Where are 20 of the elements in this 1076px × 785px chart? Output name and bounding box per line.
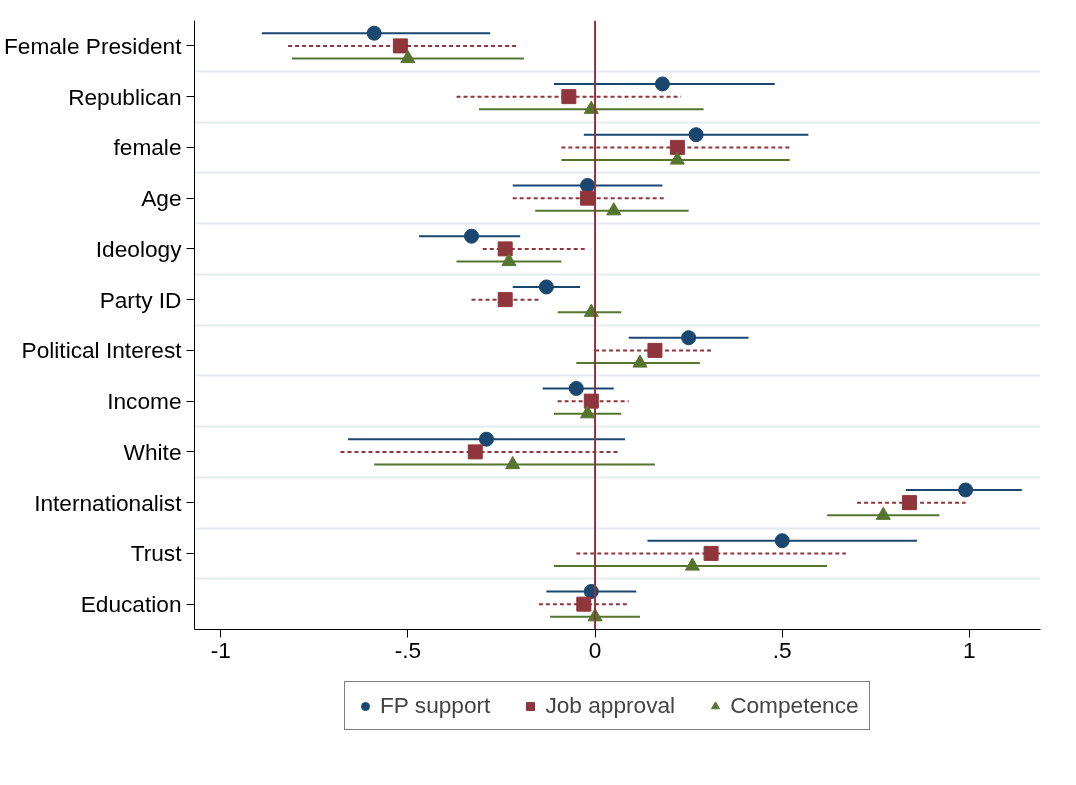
legend-label: Job approval (545, 692, 676, 719)
y-tick-label: Trust (130, 540, 183, 567)
y-tick-label: Political Interest (21, 337, 183, 364)
y-tick-label: White (123, 438, 182, 465)
y-tick-label: female (113, 134, 182, 161)
legend-label: Competence (730, 692, 859, 719)
x-tick-label: 1 (963, 636, 976, 663)
y-tick-label: Internationalist (34, 489, 183, 516)
x-tick-label: .5 (772, 636, 792, 663)
legend-label: FP support (380, 692, 491, 719)
x-tick-label: 0 (588, 636, 602, 663)
x-tick-label: -1 (210, 636, 231, 663)
y-tick-label: Republican (68, 83, 182, 110)
y-tick-label: Age (141, 185, 182, 212)
y-tick-label: Income (107, 388, 182, 415)
y-tick-label: Party ID (99, 286, 182, 313)
y-tick-label: Education (80, 591, 182, 618)
x-tick-label: -.5 (394, 636, 422, 663)
y-tick-label: Female President (3, 32, 183, 59)
y-tick-label: Ideology (95, 235, 183, 262)
